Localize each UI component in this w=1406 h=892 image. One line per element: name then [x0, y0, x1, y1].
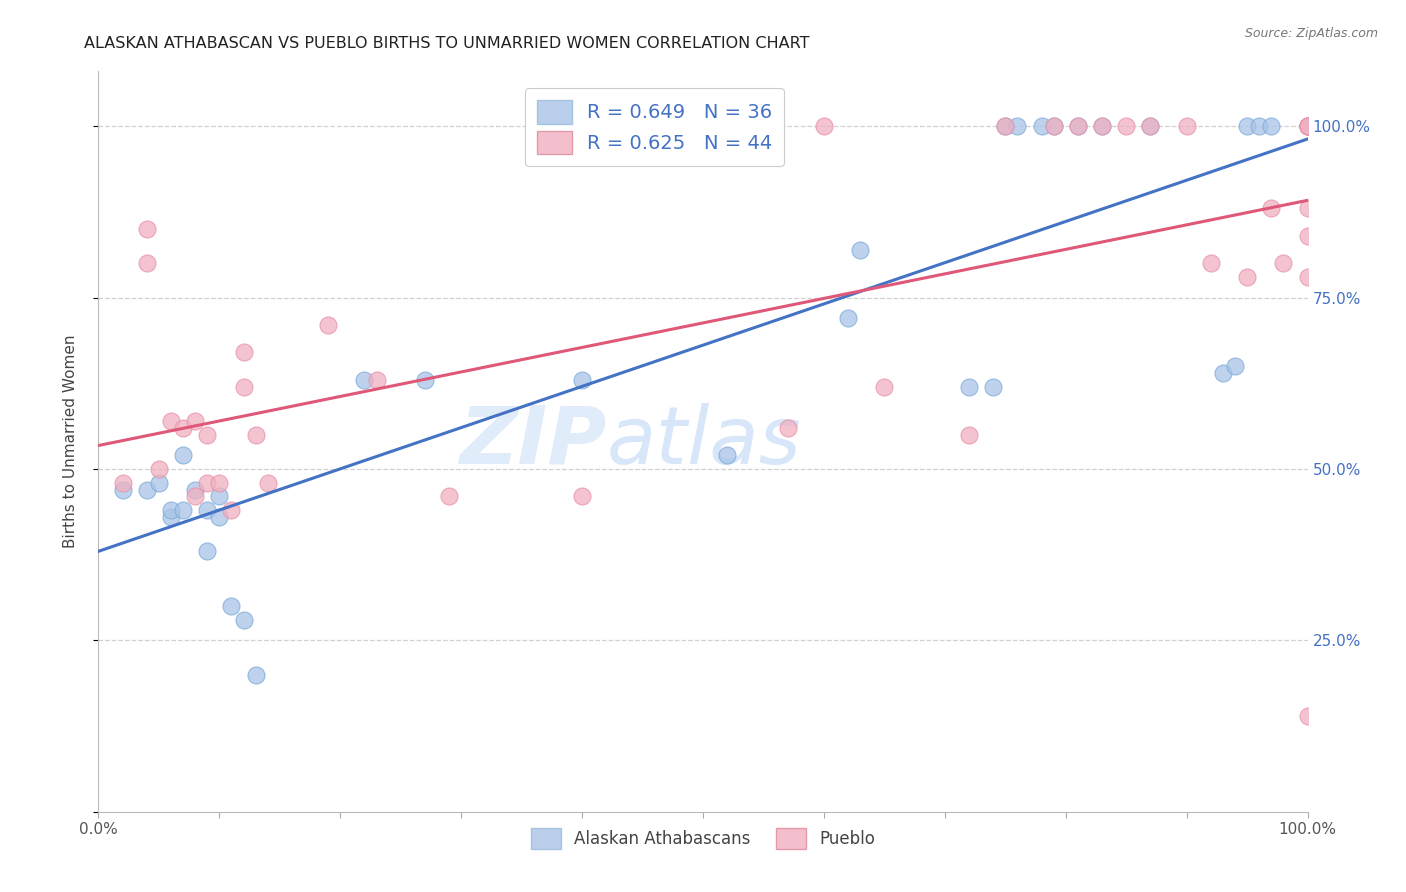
Point	[160, 510, 183, 524]
Point	[776, 421, 799, 435]
Point	[1296, 119, 1319, 133]
Point	[1091, 119, 1114, 133]
Point	[148, 462, 170, 476]
Point	[353, 373, 375, 387]
Point	[1236, 119, 1258, 133]
Point	[1296, 119, 1319, 133]
Point	[195, 427, 218, 442]
Point	[813, 119, 835, 133]
Point	[172, 421, 194, 435]
Point	[184, 489, 207, 503]
Point	[1249, 119, 1271, 133]
Point	[1272, 256, 1295, 270]
Point	[245, 667, 267, 681]
Point	[195, 544, 218, 558]
Point	[981, 380, 1004, 394]
Point	[1067, 119, 1090, 133]
Point	[1296, 708, 1319, 723]
Point	[232, 613, 254, 627]
Point	[1223, 359, 1246, 373]
Point	[1091, 119, 1114, 133]
Point	[232, 380, 254, 394]
Point	[1296, 119, 1319, 133]
Point	[1260, 119, 1282, 133]
Point	[994, 119, 1017, 133]
Point	[1296, 119, 1319, 133]
Point	[160, 414, 183, 428]
Point	[256, 475, 278, 490]
Point	[1296, 228, 1319, 243]
Point	[1042, 119, 1064, 133]
Point	[184, 483, 207, 497]
Point	[148, 475, 170, 490]
Point	[1296, 270, 1319, 285]
Point	[837, 311, 859, 326]
Point	[1007, 119, 1029, 133]
Point	[957, 427, 980, 442]
Point	[571, 489, 593, 503]
Point	[1115, 119, 1137, 133]
Point	[184, 414, 207, 428]
Point	[1175, 119, 1198, 133]
Point	[1139, 119, 1161, 133]
Point	[1236, 270, 1258, 285]
Point	[111, 483, 134, 497]
Point	[172, 503, 194, 517]
Legend: Alaskan Athabascans, Pueblo: Alaskan Athabascans, Pueblo	[524, 822, 882, 855]
Point	[208, 489, 231, 503]
Point	[1139, 119, 1161, 133]
Point	[873, 380, 896, 394]
Text: Source: ZipAtlas.com: Source: ZipAtlas.com	[1244, 27, 1378, 40]
Point	[135, 483, 157, 497]
Point	[1296, 202, 1319, 216]
Point	[413, 373, 436, 387]
Point	[849, 243, 872, 257]
Point	[316, 318, 339, 332]
Point	[195, 475, 218, 490]
Point	[232, 345, 254, 359]
Point	[208, 475, 231, 490]
Point	[135, 256, 157, 270]
Point	[245, 427, 267, 442]
Point	[221, 599, 243, 613]
Point	[1212, 366, 1234, 380]
Point	[195, 503, 218, 517]
Point	[135, 222, 157, 236]
Point	[160, 503, 183, 517]
Point	[208, 510, 231, 524]
Point	[1260, 202, 1282, 216]
Point	[716, 448, 738, 462]
Text: ALASKAN ATHABASCAN VS PUEBLO BIRTHS TO UNMARRIED WOMEN CORRELATION CHART: ALASKAN ATHABASCAN VS PUEBLO BIRTHS TO U…	[84, 36, 810, 51]
Point	[994, 119, 1017, 133]
Point	[366, 373, 388, 387]
Y-axis label: Births to Unmarried Women: Births to Unmarried Women	[63, 334, 77, 549]
Point	[1199, 256, 1222, 270]
Point	[437, 489, 460, 503]
Point	[221, 503, 243, 517]
Point	[957, 380, 980, 394]
Point	[1296, 119, 1319, 133]
Point	[111, 475, 134, 490]
Point	[571, 373, 593, 387]
Point	[1042, 119, 1064, 133]
Point	[1296, 119, 1319, 133]
Point	[172, 448, 194, 462]
Text: atlas: atlas	[606, 402, 801, 481]
Point	[1031, 119, 1053, 133]
Point	[1067, 119, 1090, 133]
Text: ZIP: ZIP	[458, 402, 606, 481]
